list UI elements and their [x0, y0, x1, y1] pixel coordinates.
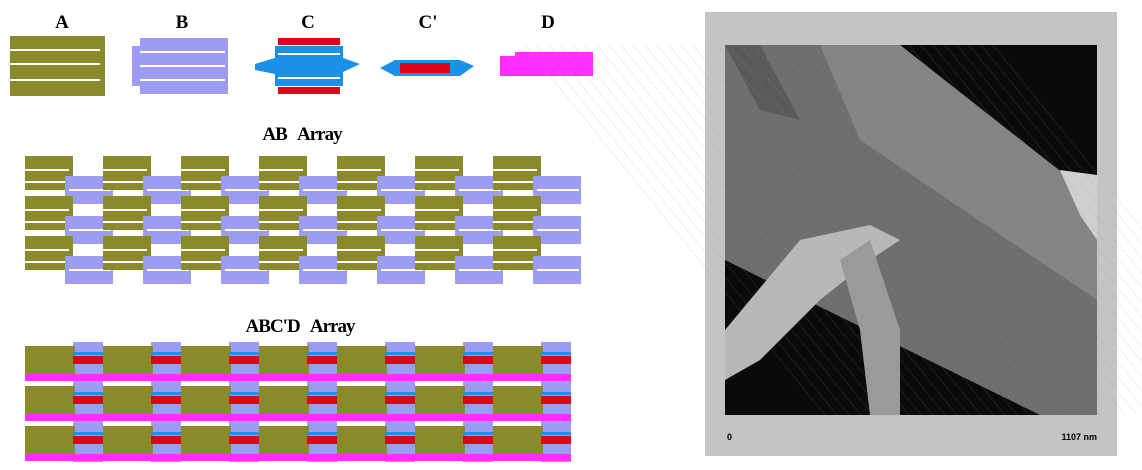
array-tile-d: [493, 454, 571, 461]
array-tile-c: [385, 436, 415, 444]
figure: A B C C' D AB Array ABC'D Array 0 1107 n…: [0, 0, 1142, 470]
array-tile-c: [541, 436, 571, 444]
array-tile-d: [181, 374, 259, 381]
array-tile-cp: [385, 432, 415, 435]
tile-c-red: [278, 87, 340, 94]
array-tile-cp: [307, 352, 337, 355]
array-tile-c: [73, 396, 103, 404]
tile-c-red: [278, 38, 340, 45]
array-tile-cp: [229, 352, 259, 355]
array-tile-c: [463, 356, 493, 364]
array-tile-cp: [463, 392, 493, 395]
array-tile-c: [73, 436, 103, 444]
tile-a: [10, 36, 105, 96]
tile-label: D: [541, 12, 555, 33]
array-tile-cp: [463, 432, 493, 435]
array-tile-cp: [151, 352, 181, 355]
array-tile-d: [103, 414, 181, 421]
array-tile-c: [151, 396, 181, 404]
array-tile-c: [73, 356, 103, 364]
scale-start: 0: [727, 432, 732, 442]
array-tile-d: [415, 414, 493, 421]
tile-d: [500, 56, 593, 76]
tile-label: C: [301, 12, 315, 33]
array-tile-d: [415, 374, 493, 381]
array-tile-cp: [385, 352, 415, 355]
array-tile-cp: [541, 392, 571, 395]
tile-c-blue: [275, 46, 343, 86]
tile-cp-red: [400, 63, 450, 73]
array-tile-c: [385, 356, 415, 364]
array-tile-d: [103, 454, 181, 461]
array-tile-d: [103, 374, 181, 381]
array-tile-d: [181, 454, 259, 461]
tile-c-arm: [343, 58, 360, 72]
array-tile-cp: [541, 432, 571, 435]
array-tile-cp: [73, 392, 103, 395]
array-tile-d: [493, 414, 571, 421]
array-tile-c: [463, 396, 493, 404]
array-tile-cp: [541, 352, 571, 355]
array-tile-d: [337, 374, 415, 381]
array-title: AB Array: [262, 124, 343, 145]
array-tile-c: [307, 356, 337, 364]
tile-c-arm: [255, 58, 275, 74]
array-tile-c: [229, 436, 259, 444]
array-tile-c: [151, 356, 181, 364]
array-tile-c: [307, 396, 337, 404]
tile-label: A: [55, 12, 69, 33]
tile-schematic: [10, 36, 593, 462]
afm-panel: 0 1107 nm: [525, 12, 1142, 456]
array-tile-d: [259, 374, 337, 381]
array-tile-d: [25, 374, 103, 381]
array-tile-cp: [229, 392, 259, 395]
array-tile-d: [25, 454, 103, 461]
array-tile-c: [307, 436, 337, 444]
array-tile-cp: [151, 432, 181, 435]
array-tile-c: [229, 396, 259, 404]
array-tile-c: [541, 396, 571, 404]
array-tile-cp: [229, 432, 259, 435]
array-tile-cp: [307, 392, 337, 395]
array-tile-cp: [73, 352, 103, 355]
array-tile-c: [151, 436, 181, 444]
array-tile-d: [181, 414, 259, 421]
array-tile-c: [541, 356, 571, 364]
array-tile-cp: [463, 352, 493, 355]
array-tile-cp: [385, 392, 415, 395]
array-tile-d: [337, 454, 415, 461]
tile-label: B: [176, 12, 189, 33]
array-tile-d: [415, 454, 493, 461]
array-tile-d: [493, 374, 571, 381]
array-tile-cp: [151, 392, 181, 395]
array-tile-d: [259, 414, 337, 421]
array-tile-cp: [307, 432, 337, 435]
array-title: ABC'D Array: [246, 316, 356, 337]
array-tile-d: [337, 414, 415, 421]
tile-label: C': [419, 12, 438, 33]
array-tile-c: [229, 356, 259, 364]
scale-end: 1107 nm: [1061, 432, 1097, 442]
array-tile-d: [259, 454, 337, 461]
array-tile-c: [463, 436, 493, 444]
array-tile-cp: [73, 432, 103, 435]
array-tile-d: [25, 414, 103, 421]
array-tile-c: [385, 396, 415, 404]
